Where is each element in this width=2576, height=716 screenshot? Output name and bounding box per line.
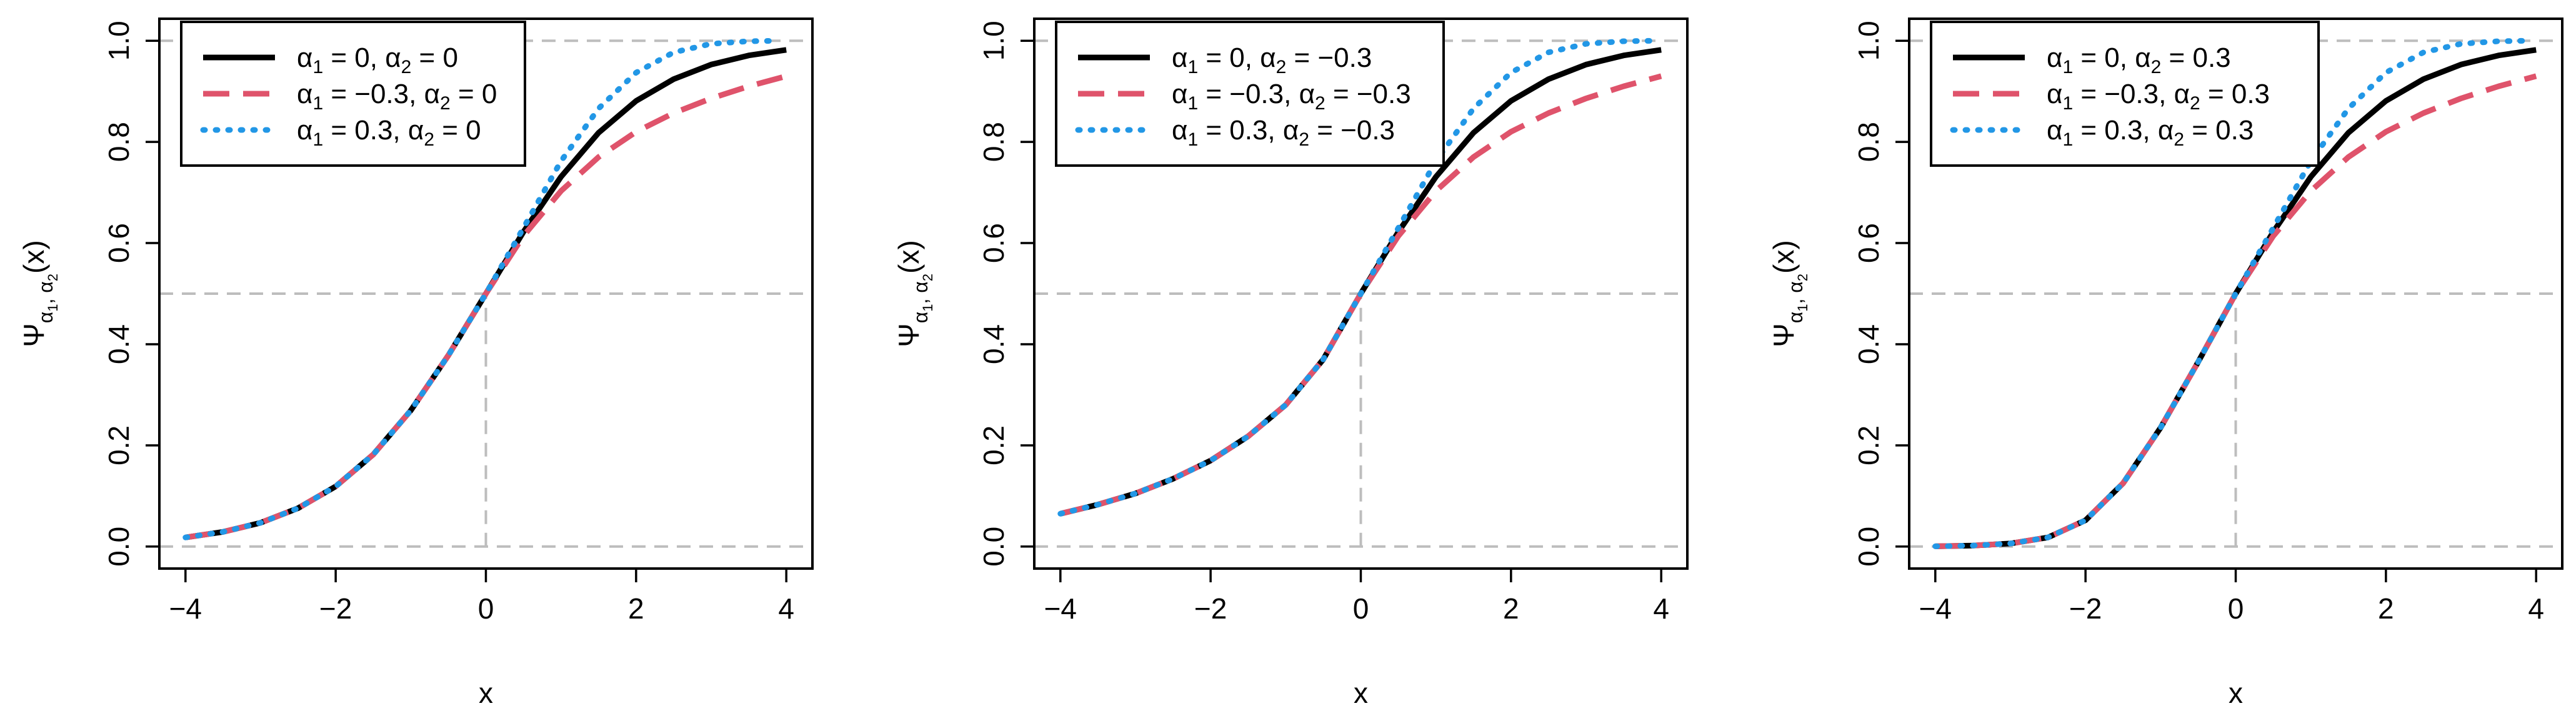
x-tick-label: 0 (478, 592, 494, 625)
x-tick-label: 0 (2228, 592, 2244, 625)
y-tick-label: 0.8 (1852, 122, 1885, 162)
y-tick-label: 0.2 (1852, 425, 1885, 465)
x-tick-label: 4 (778, 592, 794, 625)
x-axis-label: x (1354, 677, 1368, 709)
series-line-2 (1059, 73, 1662, 517)
series-line-3 (1932, 37, 2532, 549)
y-tick-label: 0.4 (977, 324, 1010, 364)
legend-entry-2: α1 = −0.3, α2 = 0.3 (2047, 79, 2270, 114)
y-tick-label: 1.0 (977, 21, 1010, 61)
series-line-3 (1057, 37, 1657, 517)
legend-entry-1: α1 = 0, α2 = 0 (297, 42, 458, 77)
y-tick-label: 0.2 (102, 425, 135, 465)
y-tick-label: 0.6 (977, 223, 1010, 263)
y-tick-label: 1.0 (1852, 21, 1885, 61)
y-tick-label: 0.6 (102, 223, 135, 263)
chart-panel-3: −4 −2 0 2 4 x 0.0 0.2 0.4 0.6 0.8 1.0 Ψα1, α2(x) α1 =… (1767, 17, 2564, 709)
x-tick-label: −4 (1919, 592, 1952, 625)
legend-box (180, 21, 526, 167)
y-tick-label: 0.8 (977, 122, 1010, 162)
y-tick-label: 0.0 (1852, 527, 1885, 567)
x-tick-label: −2 (2069, 592, 2102, 625)
series-line-3 (182, 37, 782, 540)
chart-panel-1: −4 −2 0 2 4 x 0.0 0.2 0.4 0.6 0.8 1.0 Ψα1, α2(x) α1 =… (17, 17, 814, 709)
x-tick-label: −4 (169, 592, 202, 625)
x-tick-label: 4 (2528, 592, 2544, 625)
y-tick-label: 0.4 (1852, 324, 1885, 364)
y-axis-label: Ψα1, α2(x) (892, 240, 936, 347)
y-axis-label: Ψα1, α2(x) (17, 240, 61, 347)
y-tick-label: 0.4 (102, 324, 135, 364)
x-tick-label: 2 (1503, 592, 1519, 625)
x-tick-label: 0 (1353, 592, 1369, 625)
y-tick-label: 0.6 (1852, 223, 1885, 263)
legend-entry-1: α1 = 0, α2 = 0.3 (2047, 42, 2231, 77)
x-axis-label: x (2229, 677, 2243, 709)
x-tick-label: 4 (1653, 592, 1669, 625)
legend-entry-2: α1 = −0.3, α2 = 0 (297, 79, 497, 114)
legend-entry-3: α1 = 0.3, α2 = 0 (297, 115, 481, 150)
x-tick-label: −4 (1044, 592, 1077, 625)
legend-entry-3: α1 = 0.3, α2 = −0.3 (1172, 115, 1395, 150)
legend-entry-1: α1 = 0, α2 = −0.3 (1172, 42, 1372, 77)
y-tick-label: 0.2 (977, 425, 1010, 465)
legend-entry-2: α1 = −0.3, α2 = −0.3 (1172, 79, 1411, 114)
x-tick-label: −2 (1194, 592, 1227, 625)
x-tick-label: 2 (2378, 592, 2394, 625)
x-axis-label: x (479, 677, 493, 709)
y-tick-label: 0.0 (977, 527, 1010, 567)
y-tick-label: 0.0 (102, 527, 135, 567)
x-tick-label: 2 (628, 592, 644, 625)
y-axis-label: Ψα1, α2(x) (1767, 240, 1810, 347)
chart-panel-2: −4 −2 0 2 4 x 0.0 0.2 0.4 0.6 0.8 1.0 Ψα1, α2(x) α1 =… (892, 17, 1689, 709)
x-tick-label: −2 (319, 592, 352, 625)
legend-entry-3: α1 = 0.3, α2 = 0.3 (2047, 115, 2254, 150)
y-tick-label: 0.8 (102, 122, 135, 162)
y-tick-label: 1.0 (102, 21, 135, 61)
